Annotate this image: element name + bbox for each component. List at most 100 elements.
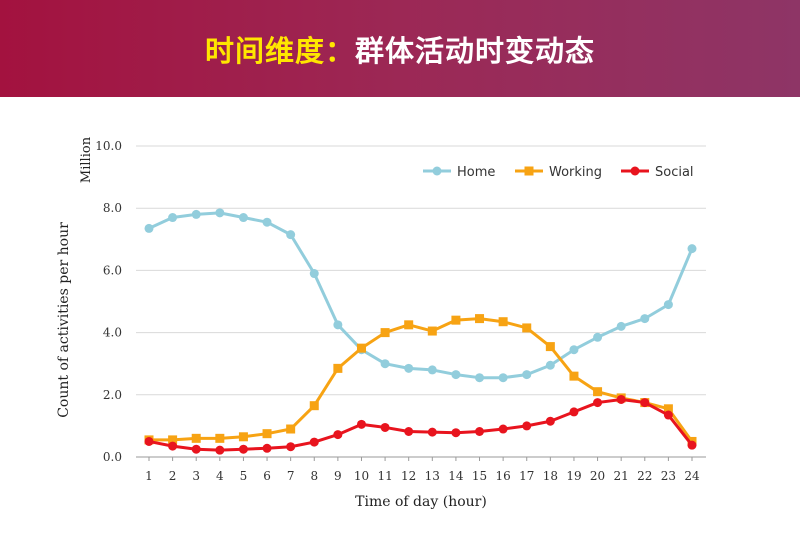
legend-marker-working <box>524 166 534 176</box>
data-point-home <box>498 373 508 383</box>
data-point-home <box>286 230 296 240</box>
data-point-social <box>380 422 390 432</box>
x-tick-label: 6 <box>263 469 271 483</box>
data-point-working <box>404 320 414 330</box>
chart-gridlines <box>136 145 706 461</box>
data-point-social <box>191 444 201 454</box>
x-tick-label: 21 <box>614 469 629 483</box>
data-point-social <box>333 430 343 440</box>
y-tick-labels: 0.0 2.0 4.0 6.0 8.0 10.0 <box>95 139 122 464</box>
data-point-working <box>356 343 366 353</box>
x-tick-label: 5 <box>240 469 248 483</box>
data-point-home <box>616 321 626 331</box>
y-axis-label: Count of activities per hour <box>56 222 72 418</box>
data-point-social <box>522 421 532 431</box>
x-tick-label: 20 <box>590 469 605 483</box>
legend-item-social: Social <box>621 165 694 180</box>
data-point-working <box>238 432 248 442</box>
data-point-social <box>215 445 225 455</box>
data-point-social <box>238 444 248 454</box>
data-point-home <box>545 360 555 370</box>
x-tick-label: 13 <box>425 469 440 483</box>
legend-item-home: Home <box>423 165 495 180</box>
x-tick-label: 18 <box>543 469 558 483</box>
x-tick-label: 12 <box>401 469 416 483</box>
x-tick-label: 7 <box>287 469 295 483</box>
x-tick-labels: 1 2 3 4 5 6 7 8 9 10 11 12 13 14 15 16 17 18 19 20 21 22 23 24 <box>145 469 700 483</box>
y-tick-label: 4.0 <box>103 326 122 340</box>
data-point-social <box>687 440 697 450</box>
data-point-home <box>238 213 248 223</box>
series-line-working <box>147 317 694 443</box>
data-point-social <box>640 398 650 408</box>
x-tick-label: 4 <box>216 469 224 483</box>
x-tick-label: 24 <box>684 469 700 483</box>
data-point-social <box>569 407 579 417</box>
data-point-working <box>451 315 461 325</box>
data-point-home <box>262 217 272 227</box>
x-tick-label: 16 <box>495 469 510 483</box>
x-tick-label: 11 <box>377 469 392 483</box>
data-point-home <box>593 332 603 342</box>
y-tick-label: 2.0 <box>103 388 122 402</box>
data-point-social <box>616 394 626 404</box>
data-point-social <box>262 443 272 453</box>
data-point-working <box>475 314 485 324</box>
series-working <box>144 314 697 446</box>
data-point-working <box>309 401 319 411</box>
data-point-home <box>640 314 650 324</box>
data-point-working <box>262 429 272 439</box>
legend-label-working: Working <box>549 165 602 180</box>
data-point-social <box>144 436 154 446</box>
x-tick-label: 15 <box>472 469 487 483</box>
legend-marker-home <box>432 166 442 176</box>
chart-legend: Home Working Social <box>423 165 694 180</box>
data-point-home <box>687 244 697 254</box>
data-point-social <box>475 426 485 436</box>
data-point-social <box>545 416 555 426</box>
data-point-home <box>475 373 485 383</box>
data-point-home <box>380 359 390 369</box>
x-tick-label: 8 <box>310 469 318 483</box>
data-point-social <box>663 410 673 420</box>
slide-title-highlight: 时间维度： <box>204 33 355 68</box>
x-axis-label: Time of day (hour) <box>355 494 487 510</box>
y-tick-label: 0.0 <box>103 450 122 464</box>
data-point-working <box>498 317 508 327</box>
title-banner: 时间维度：群体活动时变动态 <box>0 0 800 97</box>
data-point-working <box>286 424 296 434</box>
series-home <box>144 208 697 383</box>
data-point-home <box>191 209 201 219</box>
slide-title-rest: 群体活动时变动态 <box>355 33 596 68</box>
x-tick-label: 2 <box>169 469 177 483</box>
data-point-working <box>380 328 390 338</box>
slide-title: 时间维度：群体活动时变动态 <box>205 28 595 70</box>
data-point-social <box>593 398 603 408</box>
data-point-working <box>191 433 201 443</box>
legend-label-social: Social <box>655 165 694 180</box>
x-tick-label: 14 <box>448 469 464 483</box>
chart-series <box>144 208 697 455</box>
data-point-social <box>498 424 508 434</box>
data-point-home <box>168 213 178 223</box>
series-line-social <box>147 397 694 452</box>
series-line-home <box>147 211 694 380</box>
legend-item-working: Working <box>515 165 602 180</box>
data-point-home <box>309 269 319 279</box>
data-point-working <box>168 435 178 445</box>
data-point-working <box>522 323 532 333</box>
data-point-working <box>215 433 225 443</box>
x-tick-label: 1 <box>145 469 153 483</box>
x-tick-label: 23 <box>661 469 676 483</box>
data-point-home <box>215 208 225 218</box>
data-point-working <box>427 326 437 336</box>
data-point-social <box>356 419 366 429</box>
data-point-working <box>333 363 343 373</box>
x-tick-label: 3 <box>192 469 200 483</box>
data-point-social <box>451 428 461 438</box>
y-tick-label: 10.0 <box>95 139 122 153</box>
data-point-working <box>663 404 673 414</box>
x-tick-label: 22 <box>637 469 652 483</box>
legend-marker-social <box>630 166 640 176</box>
data-point-home <box>522 370 532 380</box>
